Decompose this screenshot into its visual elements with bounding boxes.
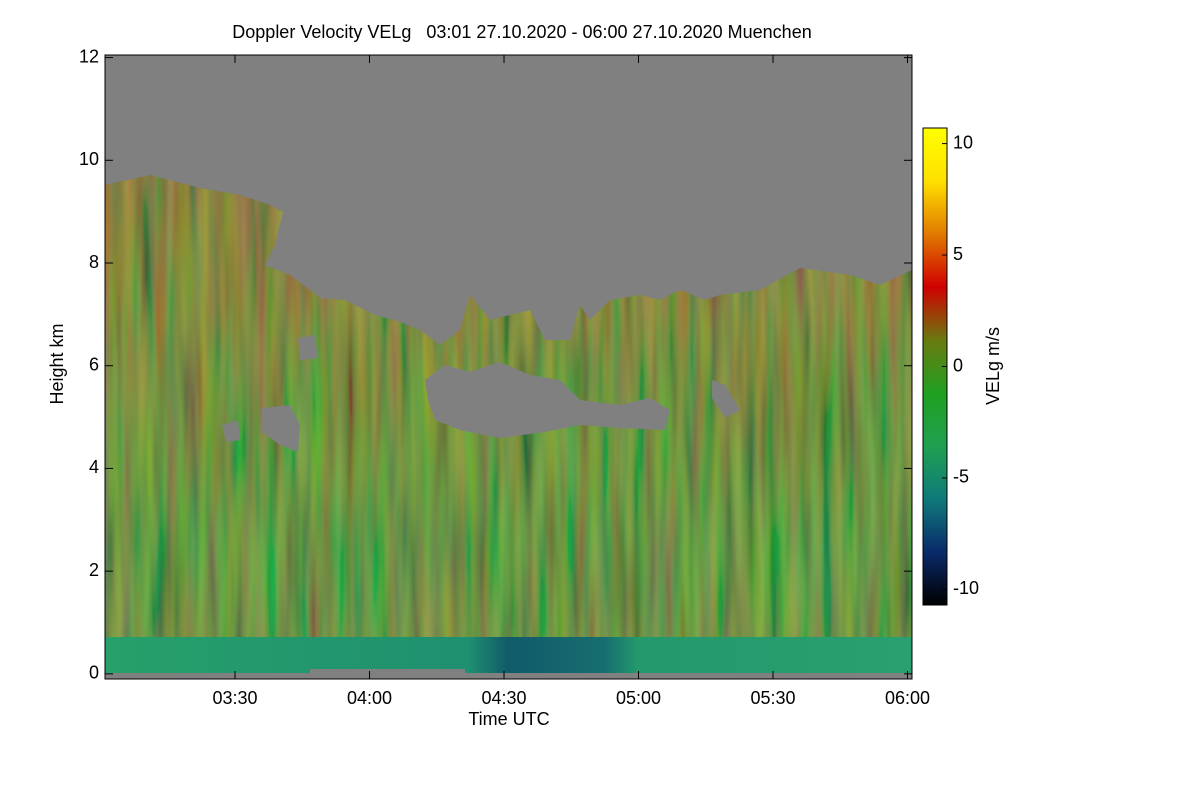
y-tick-label: 8 xyxy=(89,252,99,272)
x-tick-label: 05:30 xyxy=(750,688,795,708)
low-layer xyxy=(105,637,912,673)
x-axis-label: Time UTC xyxy=(468,709,549,729)
colorbar-tick-label: -10 xyxy=(953,578,979,598)
y-tick-label: 0 xyxy=(89,663,99,683)
x-tick-label: 04:00 xyxy=(347,688,392,708)
y-tick-label: 6 xyxy=(89,354,99,374)
colorbar-tick-label: 10 xyxy=(953,132,973,152)
x-tick-label: 04:30 xyxy=(481,688,526,708)
colorbar-tick-label: -5 xyxy=(953,467,969,487)
chart-title: Doppler Velocity VELg 03:01 27.10.2020 -… xyxy=(232,22,811,42)
plot-image xyxy=(105,55,912,679)
echo-gap xyxy=(310,669,465,674)
y-tick-label: 10 xyxy=(79,149,99,169)
colorbar-tick-label: 0 xyxy=(953,355,963,375)
colorbar-tick-label: 5 xyxy=(953,244,963,264)
y-axis-label: Height km xyxy=(47,323,67,404)
echo-gaps xyxy=(222,335,740,452)
y-tick-label: 4 xyxy=(89,457,99,477)
colorbar-label: VELg m/s xyxy=(983,327,1003,405)
y-tick-label: 12 xyxy=(79,46,99,66)
plot-frame xyxy=(104,54,913,680)
x-tick-label: 06:00 xyxy=(885,688,930,708)
x-tick-label: 03:30 xyxy=(212,688,257,708)
x-tick-label: 05:00 xyxy=(616,688,661,708)
y-tick-label: 2 xyxy=(89,560,99,580)
